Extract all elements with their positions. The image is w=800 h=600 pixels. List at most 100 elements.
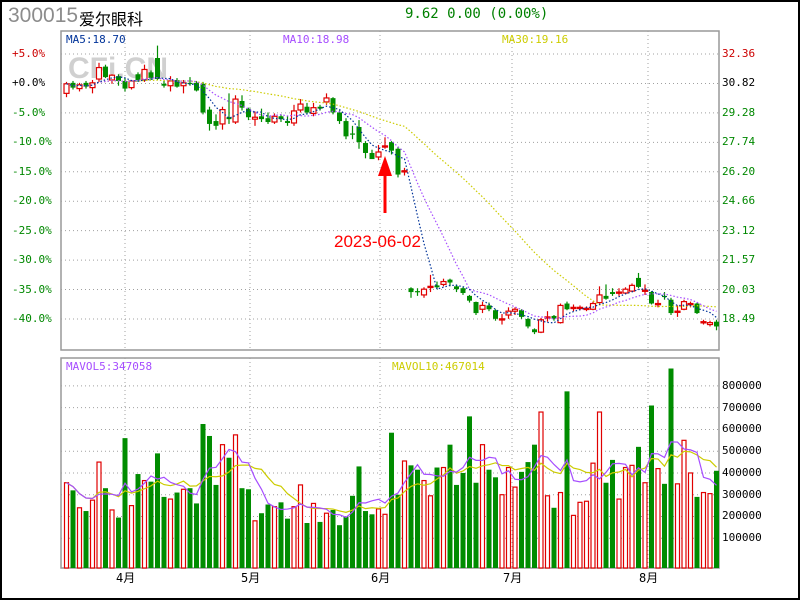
volume-tick-label: 300000 bbox=[722, 487, 762, 501]
volume-bar bbox=[141, 479, 148, 569]
volume-bar bbox=[213, 484, 219, 568]
candle-body bbox=[615, 291, 623, 294]
volume-bar bbox=[629, 464, 635, 569]
candle-body bbox=[636, 277, 641, 287]
candle-body bbox=[420, 288, 428, 296]
candle-body bbox=[251, 116, 259, 120]
candle-body bbox=[589, 302, 597, 310]
volume-bar bbox=[323, 512, 330, 569]
volume-bar bbox=[454, 484, 459, 568]
volume-bar bbox=[577, 501, 583, 569]
candle-body bbox=[564, 303, 570, 310]
candle-body bbox=[161, 83, 167, 86]
price-tick-label: 18.49 bbox=[722, 312, 756, 325]
volume-bar bbox=[447, 444, 453, 568]
candle-body bbox=[440, 280, 447, 286]
percent-tick-label: -10.0% bbox=[12, 135, 52, 149]
candle-body bbox=[278, 116, 284, 120]
volume-bar bbox=[135, 474, 141, 568]
mavol5-line bbox=[66, 441, 717, 519]
volume-bar bbox=[109, 509, 115, 569]
volume-bar bbox=[310, 502, 317, 569]
volume-bar bbox=[356, 466, 362, 568]
ma10-legend: MA10:18.98 bbox=[283, 33, 350, 46]
candle-body bbox=[519, 310, 524, 317]
candle-body bbox=[200, 83, 206, 113]
volume-bar bbox=[232, 434, 239, 569]
volume-bar bbox=[259, 513, 264, 568]
candle-body bbox=[375, 151, 382, 158]
candle-body bbox=[532, 329, 537, 333]
volume-bar bbox=[317, 521, 323, 568]
candle-body bbox=[304, 106, 310, 113]
candle-body bbox=[285, 121, 290, 123]
volume-bar bbox=[363, 511, 368, 568]
candle-body bbox=[232, 98, 239, 123]
volume-bar bbox=[174, 492, 180, 568]
volume-bar bbox=[291, 506, 297, 569]
ma5-legend: MA5:18.70 bbox=[66, 33, 126, 46]
candle-body bbox=[343, 121, 349, 137]
volume-bar bbox=[616, 498, 622, 569]
percent-tick-label: -20.0% bbox=[12, 194, 52, 208]
volume-bar bbox=[128, 505, 135, 569]
candle-body bbox=[297, 103, 304, 111]
volume-bar bbox=[687, 472, 694, 569]
percent-tick-label: -25.0% bbox=[12, 223, 52, 237]
volume-bar bbox=[395, 494, 401, 568]
price-panel-frame bbox=[60, 30, 720, 351]
candle-body bbox=[610, 292, 615, 294]
candle-body bbox=[654, 302, 662, 306]
candle-body bbox=[135, 74, 141, 80]
volume-bar bbox=[674, 483, 681, 569]
volume-bar bbox=[642, 482, 648, 569]
volume-bar bbox=[519, 471, 524, 568]
candle-body bbox=[167, 80, 174, 87]
volume-bar bbox=[655, 468, 661, 569]
volume-bar bbox=[493, 477, 498, 568]
mavol10-legend: MAVOL10:467014 bbox=[392, 360, 485, 373]
volume-bar bbox=[714, 470, 719, 568]
volume-bar bbox=[187, 488, 193, 568]
volume-bar bbox=[161, 496, 167, 568]
percent-tick-label: -30.0% bbox=[12, 253, 52, 267]
volume-bar bbox=[89, 499, 96, 569]
candle-body bbox=[389, 142, 394, 151]
candle-body bbox=[330, 98, 336, 113]
volume-bar bbox=[583, 500, 590, 569]
ma5-line bbox=[66, 76, 717, 324]
volume-bar bbox=[297, 484, 304, 569]
volume-bar bbox=[596, 411, 603, 569]
volume-bar bbox=[603, 482, 609, 568]
volume-bar bbox=[239, 488, 245, 568]
candle-body bbox=[641, 289, 649, 292]
candle-body bbox=[337, 112, 342, 122]
percent-tick-label: +0.0% bbox=[12, 76, 46, 90]
candle-body bbox=[194, 82, 199, 91]
volume-bar bbox=[350, 495, 355, 568]
volume-bar bbox=[700, 491, 707, 569]
volume-bar bbox=[694, 496, 700, 568]
volume-tick-label: 400000 bbox=[722, 465, 762, 479]
percent-tick-label: -15.0% bbox=[12, 164, 52, 178]
candle-body bbox=[415, 291, 420, 293]
percent-tick-label: -5.0% bbox=[12, 105, 46, 119]
candle-body bbox=[271, 115, 278, 123]
candle-body bbox=[596, 294, 603, 304]
volume-bar bbox=[330, 509, 336, 568]
candle-body bbox=[454, 286, 459, 290]
volume-bar bbox=[564, 391, 570, 568]
price-tick-label: 20.03 bbox=[722, 282, 756, 296]
volume-bar bbox=[63, 482, 70, 569]
price-tick-label: 23.12 bbox=[722, 223, 756, 237]
volume-bar bbox=[278, 502, 284, 568]
candle-body bbox=[239, 101, 245, 108]
candle-body bbox=[89, 82, 96, 89]
price-tick-label: 26.20 bbox=[722, 164, 756, 178]
volume-bar bbox=[427, 495, 434, 569]
ma30-line bbox=[66, 79, 717, 308]
volume-bar bbox=[512, 486, 518, 569]
volume-bar bbox=[668, 368, 674, 568]
volume-bar bbox=[70, 490, 76, 568]
